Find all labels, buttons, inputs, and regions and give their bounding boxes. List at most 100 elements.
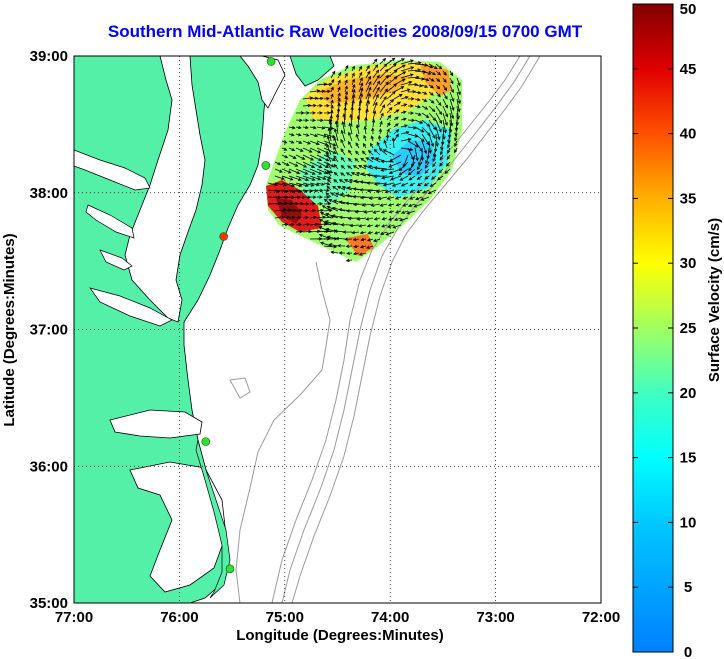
velocity-arrow [309, 230, 320, 233]
velocity-arrowhead [304, 171, 309, 175]
velocity-arrowhead [328, 243, 333, 247]
velocity-arrowhead [286, 215, 291, 220]
velocity-arrowhead [345, 209, 350, 213]
velocity-arrowhead [352, 237, 357, 242]
velocity-arrowhead [330, 86, 334, 91]
velocity-arrow [316, 133, 327, 138]
velocity-arrowhead [380, 159, 385, 164]
velocity-arrowhead [319, 96, 324, 101]
velocity-arrow [449, 77, 454, 84]
velocity-arrow [323, 209, 333, 212]
velocity-arrow [343, 114, 346, 128]
velocity-arrow [295, 175, 309, 181]
velocity-arrowhead [416, 166, 421, 171]
velocity-arrowhead [389, 158, 393, 162]
velocity-arrowhead [395, 210, 399, 214]
velocity-arrow [442, 119, 447, 133]
velocity-arrow [388, 203, 395, 207]
velocity-arrowhead [402, 196, 407, 200]
velocity-arrow [288, 189, 302, 193]
velocity-arrow [309, 168, 322, 175]
velocity-arrowhead [373, 217, 378, 221]
velocity-arrowhead [366, 65, 370, 69]
velocity-arrow [322, 205, 332, 212]
velocity-arrowhead [359, 180, 364, 184]
velocity-arrowhead [424, 176, 429, 180]
velocity-arrow [431, 175, 437, 180]
velocity-arrowhead [312, 125, 317, 130]
velocity-arrow [379, 69, 389, 79]
velocity-arrow [358, 82, 363, 93]
velocity-arrowhead [344, 79, 348, 84]
velocity-arrowhead [331, 206, 336, 211]
velocity-arrowhead [352, 83, 356, 88]
velocity-arrowhead [296, 170, 301, 175]
velocity-arrowhead [333, 179, 337, 183]
velocity-arrow [372, 59, 378, 65]
velocity-arrow [355, 142, 360, 149]
velocity-arrowhead [355, 172, 360, 176]
velocity-arrowhead [338, 179, 343, 183]
velocity-arrow [428, 105, 436, 112]
velocity-arrow [371, 203, 381, 207]
velocity-arrowhead [386, 128, 390, 133]
velocity-arrowhead [376, 141, 380, 146]
velocity-arrowhead [427, 71, 432, 75]
velocity-arrowhead [335, 113, 340, 118]
velocity-arrowhead [450, 89, 454, 94]
velocity-arrowhead [303, 164, 308, 168]
velocity-arrow [323, 154, 336, 161]
velocity-arrowhead [333, 199, 337, 203]
velocity-arrowhead [340, 172, 344, 176]
velocity-arrowhead [374, 101, 378, 106]
velocity-arrowhead [362, 164, 367, 168]
velocity-arrowhead [326, 185, 331, 190]
velocity-arrow [442, 84, 447, 91]
velocity-arrowhead [321, 215, 326, 219]
y-tick-label: 38:00 [30, 185, 68, 202]
x-tick-labels: 77:00 76:00 75:00 74:00 73:00 72:00 [55, 609, 620, 626]
velocity-arrow [288, 175, 302, 181]
velocity-arrow [422, 189, 430, 194]
x-axis-label: Longitude (Degrees:Minutes) [236, 627, 444, 644]
velocity-arrow [424, 161, 430, 169]
velocity-arrow [367, 224, 374, 227]
velocity-arrow [373, 210, 381, 214]
velocity-arrowhead [407, 137, 412, 142]
velocity-arrowhead [415, 157, 419, 162]
velocity-arrow [407, 147, 414, 160]
velocity-arrow [325, 213, 339, 219]
velocity-arrowhead [354, 210, 359, 214]
velocity-arrowhead [370, 203, 375, 207]
velocity-arrow [372, 75, 380, 86]
velocity-arrow [302, 168, 316, 175]
velocity-arrowhead [432, 153, 437, 158]
velocity-arrow [379, 88, 388, 100]
velocity-arrow [349, 179, 360, 184]
field-region-orange-s [345, 234, 374, 256]
velocity-arrow [388, 217, 395, 221]
velocity-arrowhead [314, 133, 319, 138]
velocity-arrow [309, 161, 322, 168]
velocity-arrow [376, 189, 388, 193]
velocity-arrowhead [401, 58, 405, 62]
velocity-arrowhead [359, 230, 364, 235]
velocity-arrowhead [420, 197, 425, 201]
velocity-arrow [385, 189, 395, 193]
velocity-arrowhead [356, 115, 361, 119]
velocity-arrowhead [360, 172, 365, 176]
velocity-arrow [447, 147, 451, 154]
velocity-arrow [398, 168, 409, 176]
velocity-arrowhead [329, 208, 333, 213]
velocity-arrowhead [388, 164, 393, 168]
velocity-arrowhead [457, 91, 461, 96]
velocity-arrowhead [363, 210, 368, 214]
velocity-arrow [446, 161, 451, 167]
velocity-arrow [344, 96, 348, 107]
velocity-arrowhead [353, 179, 358, 183]
velocity-arrowhead [454, 149, 458, 154]
velocity-arrow [302, 147, 312, 153]
velocity-arrowhead [312, 208, 317, 213]
velocity-arrowhead [402, 110, 407, 114]
velocity-arrowhead [318, 226, 323, 230]
